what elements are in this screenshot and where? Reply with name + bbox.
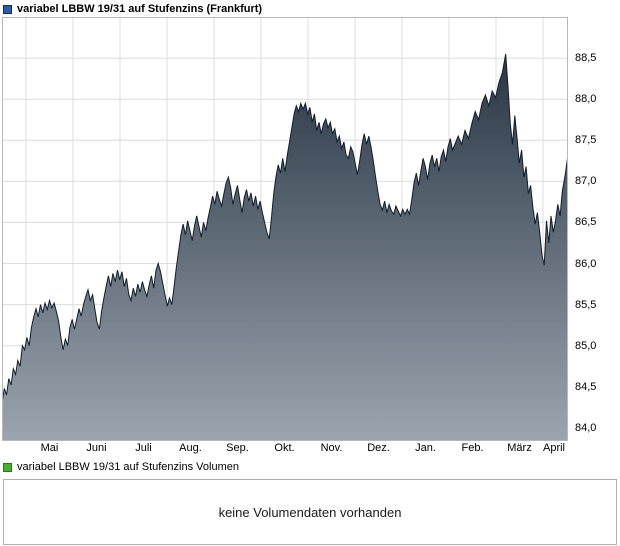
price-series-marker-icon bbox=[3, 5, 12, 14]
volume-panel: keine Volumendaten vorhanden bbox=[3, 479, 617, 545]
x-axis-label: Juli bbox=[135, 442, 152, 454]
x-axis-label: Feb. bbox=[461, 442, 484, 454]
y-axis-label: 84,0 bbox=[575, 421, 597, 434]
y-axis-label: 87,0 bbox=[575, 175, 597, 188]
y-axis-label: 88,0 bbox=[575, 93, 597, 106]
y-axis: 88,5 88,0 87,5 87,0 86,5 86,0 85,5 85,0 84,5 84,0 bbox=[568, 17, 618, 441]
y-axis-label: 85,5 bbox=[575, 298, 597, 311]
y-axis-label: 86,0 bbox=[575, 257, 597, 270]
price-chart bbox=[2, 17, 568, 441]
x-axis-label: Okt. bbox=[274, 442, 295, 454]
y-axis-label: 87,5 bbox=[575, 134, 597, 147]
x-axis: Mai Juni Juli Aug. Sep. Okt. Nov. Dez. Jan. Feb. M… bbox=[2, 441, 568, 457]
x-axis-label: Juni bbox=[86, 442, 107, 454]
x-axis-label: Dez. bbox=[367, 442, 390, 454]
no-volume-message: keine Volumendaten vorhanden bbox=[218, 504, 402, 520]
chart-row: 88,5 88,0 87,5 87,0 86,5 86,0 85,5 85,0 84,5 84,0 bbox=[2, 17, 620, 441]
volume-series-marker-icon bbox=[3, 463, 12, 472]
y-axis-label: 88,5 bbox=[575, 52, 597, 65]
volume-legend-row: variabel LBBW 19/31 auf Stufenzins Volum… bbox=[0, 457, 620, 476]
x-axis-label: Sep. bbox=[226, 442, 249, 454]
x-axis-label: Mai bbox=[40, 442, 59, 454]
x-axis-label: Jan. bbox=[415, 442, 436, 454]
y-axis-label: 84,5 bbox=[575, 380, 597, 393]
chart-title: variabel LBBW 19/31 auf Stufenzins (Fran… bbox=[17, 3, 263, 15]
x-axis-label: Aug. bbox=[179, 442, 202, 454]
y-axis-label: 86,5 bbox=[575, 216, 597, 229]
x-axis-label: April bbox=[542, 442, 566, 454]
y-axis-label: 85,0 bbox=[575, 339, 597, 352]
x-axis-label: Nov. bbox=[320, 442, 343, 454]
price-chart-svg bbox=[2, 17, 568, 441]
volume-legend-label: variabel LBBW 19/31 auf Stufenzins Volum… bbox=[17, 461, 239, 473]
x-axis-label: März bbox=[507, 442, 532, 454]
price-legend-row: variabel LBBW 19/31 auf Stufenzins (Fran… bbox=[0, 0, 620, 17]
